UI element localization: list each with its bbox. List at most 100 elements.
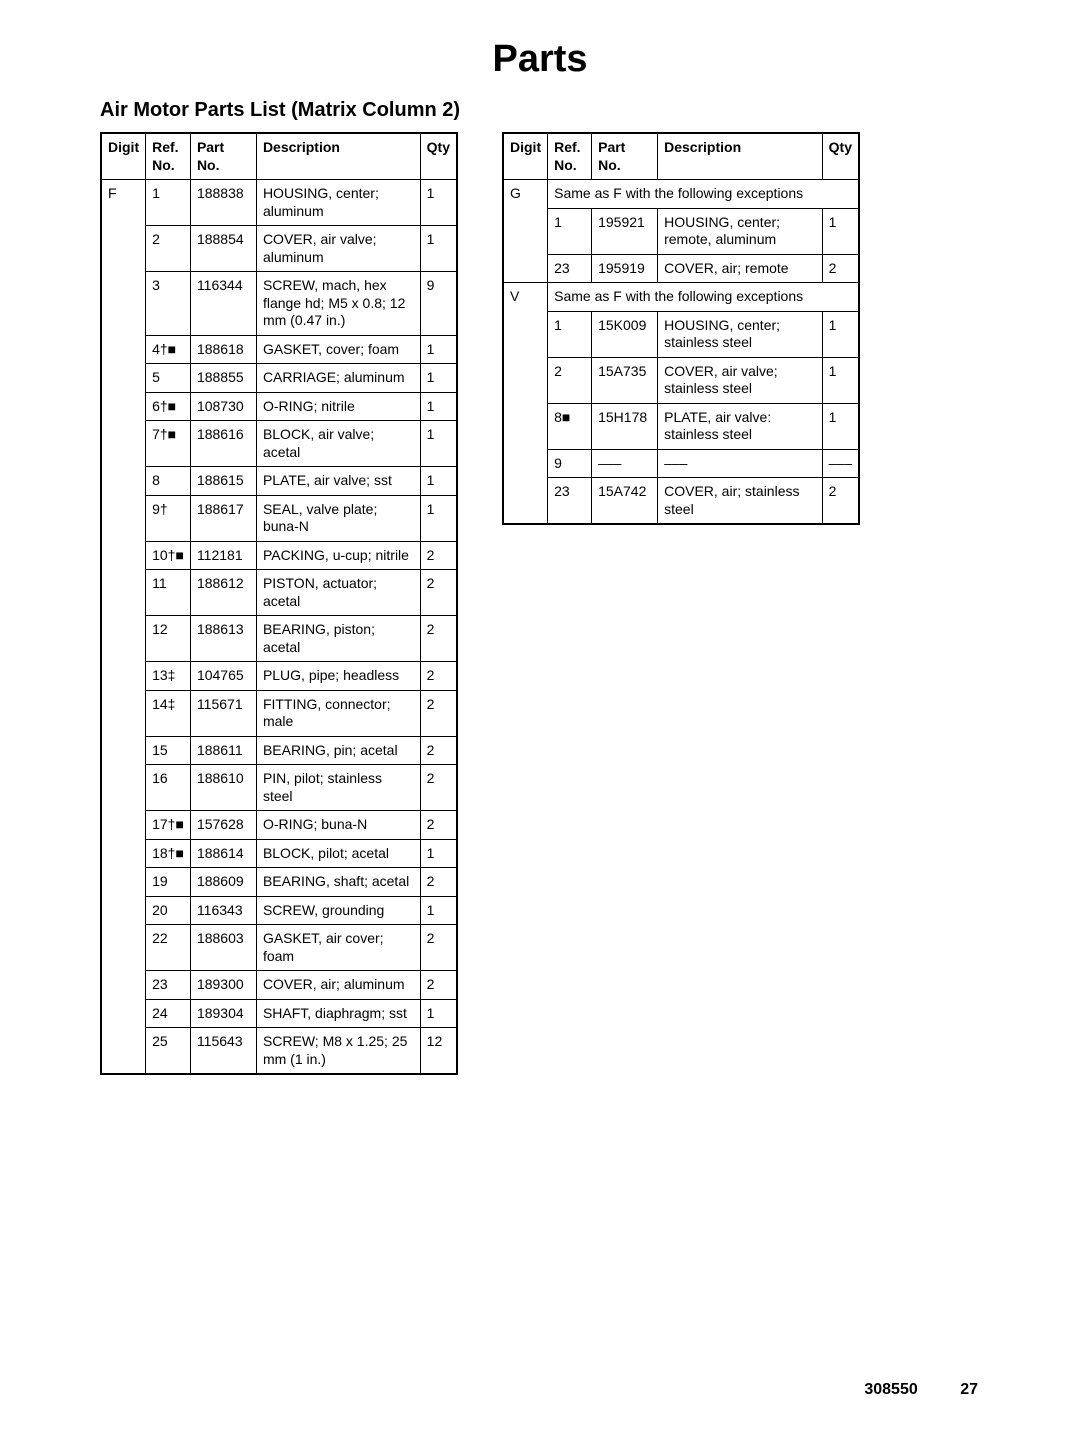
cell-qty: 1: [420, 467, 457, 496]
cell-desc: COVER, air; aluminum: [256, 971, 420, 1000]
cell-part: 188617: [190, 495, 256, 541]
page-number: 27: [960, 1381, 978, 1398]
col-header-desc: Description: [256, 133, 420, 180]
section-title: Air Motor Parts List (Matrix Column 2): [100, 99, 1080, 122]
cell-qty: 2: [420, 662, 457, 691]
cell-qty: 2: [420, 570, 457, 616]
cell-desc: PLATE, air valve; sst: [256, 467, 420, 496]
cell-part: 195919: [592, 254, 658, 283]
cell-part: 189300: [190, 971, 256, 1000]
cell-desc: FITTING, connector; male: [256, 690, 420, 736]
cell-part: 188613: [190, 616, 256, 662]
cell-qty: 2: [420, 616, 457, 662]
cell-qty: 1: [420, 364, 457, 393]
cell-qty: 1: [420, 226, 457, 272]
doc-number: 308550: [864, 1381, 917, 1398]
table-row: 5188855CARRIAGE; aluminum1: [101, 364, 457, 393]
cell-ref: 23: [548, 478, 592, 525]
table-row: 18†■188614BLOCK, pilot; acetal1: [101, 839, 457, 868]
cell-desc: CARRIAGE; aluminum: [256, 364, 420, 393]
cell-ref: 18†■: [146, 839, 191, 868]
cell-ref: 15: [146, 736, 191, 765]
cell-ref: 22: [146, 925, 191, 971]
cell-desc: BEARING, piston; acetal: [256, 616, 420, 662]
cell-qty: 1: [822, 403, 859, 449]
col-header-qty: Qty: [822, 133, 859, 180]
cell-digit: F: [101, 180, 146, 1075]
cell-part: 157628: [190, 811, 256, 840]
cell-ref: 23: [146, 971, 191, 1000]
col-header-ref: Ref. No.: [146, 133, 191, 180]
col-header-desc: Description: [658, 133, 823, 180]
cell-qty: 2: [822, 254, 859, 283]
col-header-part: Part No.: [592, 133, 658, 180]
cell-desc: PLATE, air valve: stainless steel: [658, 403, 823, 449]
cell-qty: 1: [420, 999, 457, 1028]
cell-ref: 1: [548, 311, 592, 357]
cell-desc: BEARING, pin; acetal: [256, 736, 420, 765]
cell-qty: 1: [420, 335, 457, 364]
cell-part: 188618: [190, 335, 256, 364]
cell-ref: 17†■: [146, 811, 191, 840]
cell-ref: 2: [548, 357, 592, 403]
cell-desc: SHAFT, diaphragm; sst: [256, 999, 420, 1028]
cell-note: Same as F with the following exceptions: [548, 180, 859, 209]
cell-part: 188615: [190, 467, 256, 496]
cell-qty: 12: [420, 1028, 457, 1075]
page-footer: 308550 27: [864, 1381, 978, 1399]
parts-table-right: Digit Ref. No. Part No. Description Qty …: [502, 132, 860, 525]
cell-qty: 2: [420, 690, 457, 736]
cell-part: 15A735: [592, 357, 658, 403]
cell-ref: 16: [146, 765, 191, 811]
cell-part: 15H178: [592, 403, 658, 449]
cell-qty: 9: [420, 272, 457, 336]
cell-ref: 11: [146, 570, 191, 616]
cell-ref: 3: [146, 272, 191, 336]
cell-qty: 1: [822, 311, 859, 357]
cell-desc: HOUSING, center; stainless steel: [658, 311, 823, 357]
table-row: 3116344SCREW, mach, hex flange hd; M5 x …: [101, 272, 457, 336]
cell-part: 188603: [190, 925, 256, 971]
table-row: 20116343SCREW, grounding1: [101, 896, 457, 925]
cell-desc: BLOCK, pilot; acetal: [256, 839, 420, 868]
table-row: 8188615PLATE, air valve; sst1: [101, 467, 457, 496]
cell-ref: 8■: [548, 403, 592, 449]
table-row: 14‡115671FITTING, connector; male2: [101, 690, 457, 736]
cell-ref: 4†■: [146, 335, 191, 364]
cell-ref: 14‡: [146, 690, 191, 736]
col-header-ref: Ref. No.: [548, 133, 592, 180]
cell-qty: 1: [420, 392, 457, 421]
table-row: 23195919COVER, air; remote2: [503, 254, 859, 283]
cell-desc: SCREW; M8 x 1.25; 25 mm (1 in.): [256, 1028, 420, 1075]
col-header-digit: Digit: [101, 133, 146, 180]
cell-ref: 6†■: [146, 392, 191, 421]
cell-part: 115671: [190, 690, 256, 736]
cell-qty: 2: [420, 736, 457, 765]
cell-qty: 1: [420, 839, 457, 868]
cell-ref: 2: [146, 226, 191, 272]
cell-qty: 2: [420, 868, 457, 897]
cell-ref: 1: [548, 208, 592, 254]
table-row: 7†■188616BLOCK, air valve; acetal1: [101, 421, 457, 467]
cell-note: Same as F with the following exceptions: [548, 283, 859, 312]
cell-digit: V: [503, 283, 548, 525]
cell-part: 104765: [190, 662, 256, 691]
parts-table-left: Digit Ref. No. Part No. Description Qty …: [100, 132, 458, 1075]
cell-qty: 1: [420, 421, 457, 467]
cell-desc: SEAL, valve plate; buna-N: [256, 495, 420, 541]
cell-desc: GASKET, air cover; foam: [256, 925, 420, 971]
cell-qty: 2: [420, 925, 457, 971]
cell-desc: SCREW, grounding: [256, 896, 420, 925]
tables-wrapper: Digit Ref. No. Part No. Description Qty …: [100, 132, 1080, 1075]
cell-part: 15A742: [592, 478, 658, 525]
table-row: 17†■157628O-RING; buna-N2: [101, 811, 457, 840]
table-row: 23189300COVER, air; aluminum2: [101, 971, 457, 1000]
cell-desc: COVER, air; remote: [658, 254, 823, 283]
cell-desc: COVER, air valve; stainless steel: [658, 357, 823, 403]
cell-qty: 1: [420, 180, 457, 226]
cell-qty: 1: [420, 896, 457, 925]
cell-desc: COVER, air valve; aluminum: [256, 226, 420, 272]
cell-qty: 2: [420, 765, 457, 811]
cell-qty: 2: [822, 478, 859, 525]
cell-ref: 1: [146, 180, 191, 226]
